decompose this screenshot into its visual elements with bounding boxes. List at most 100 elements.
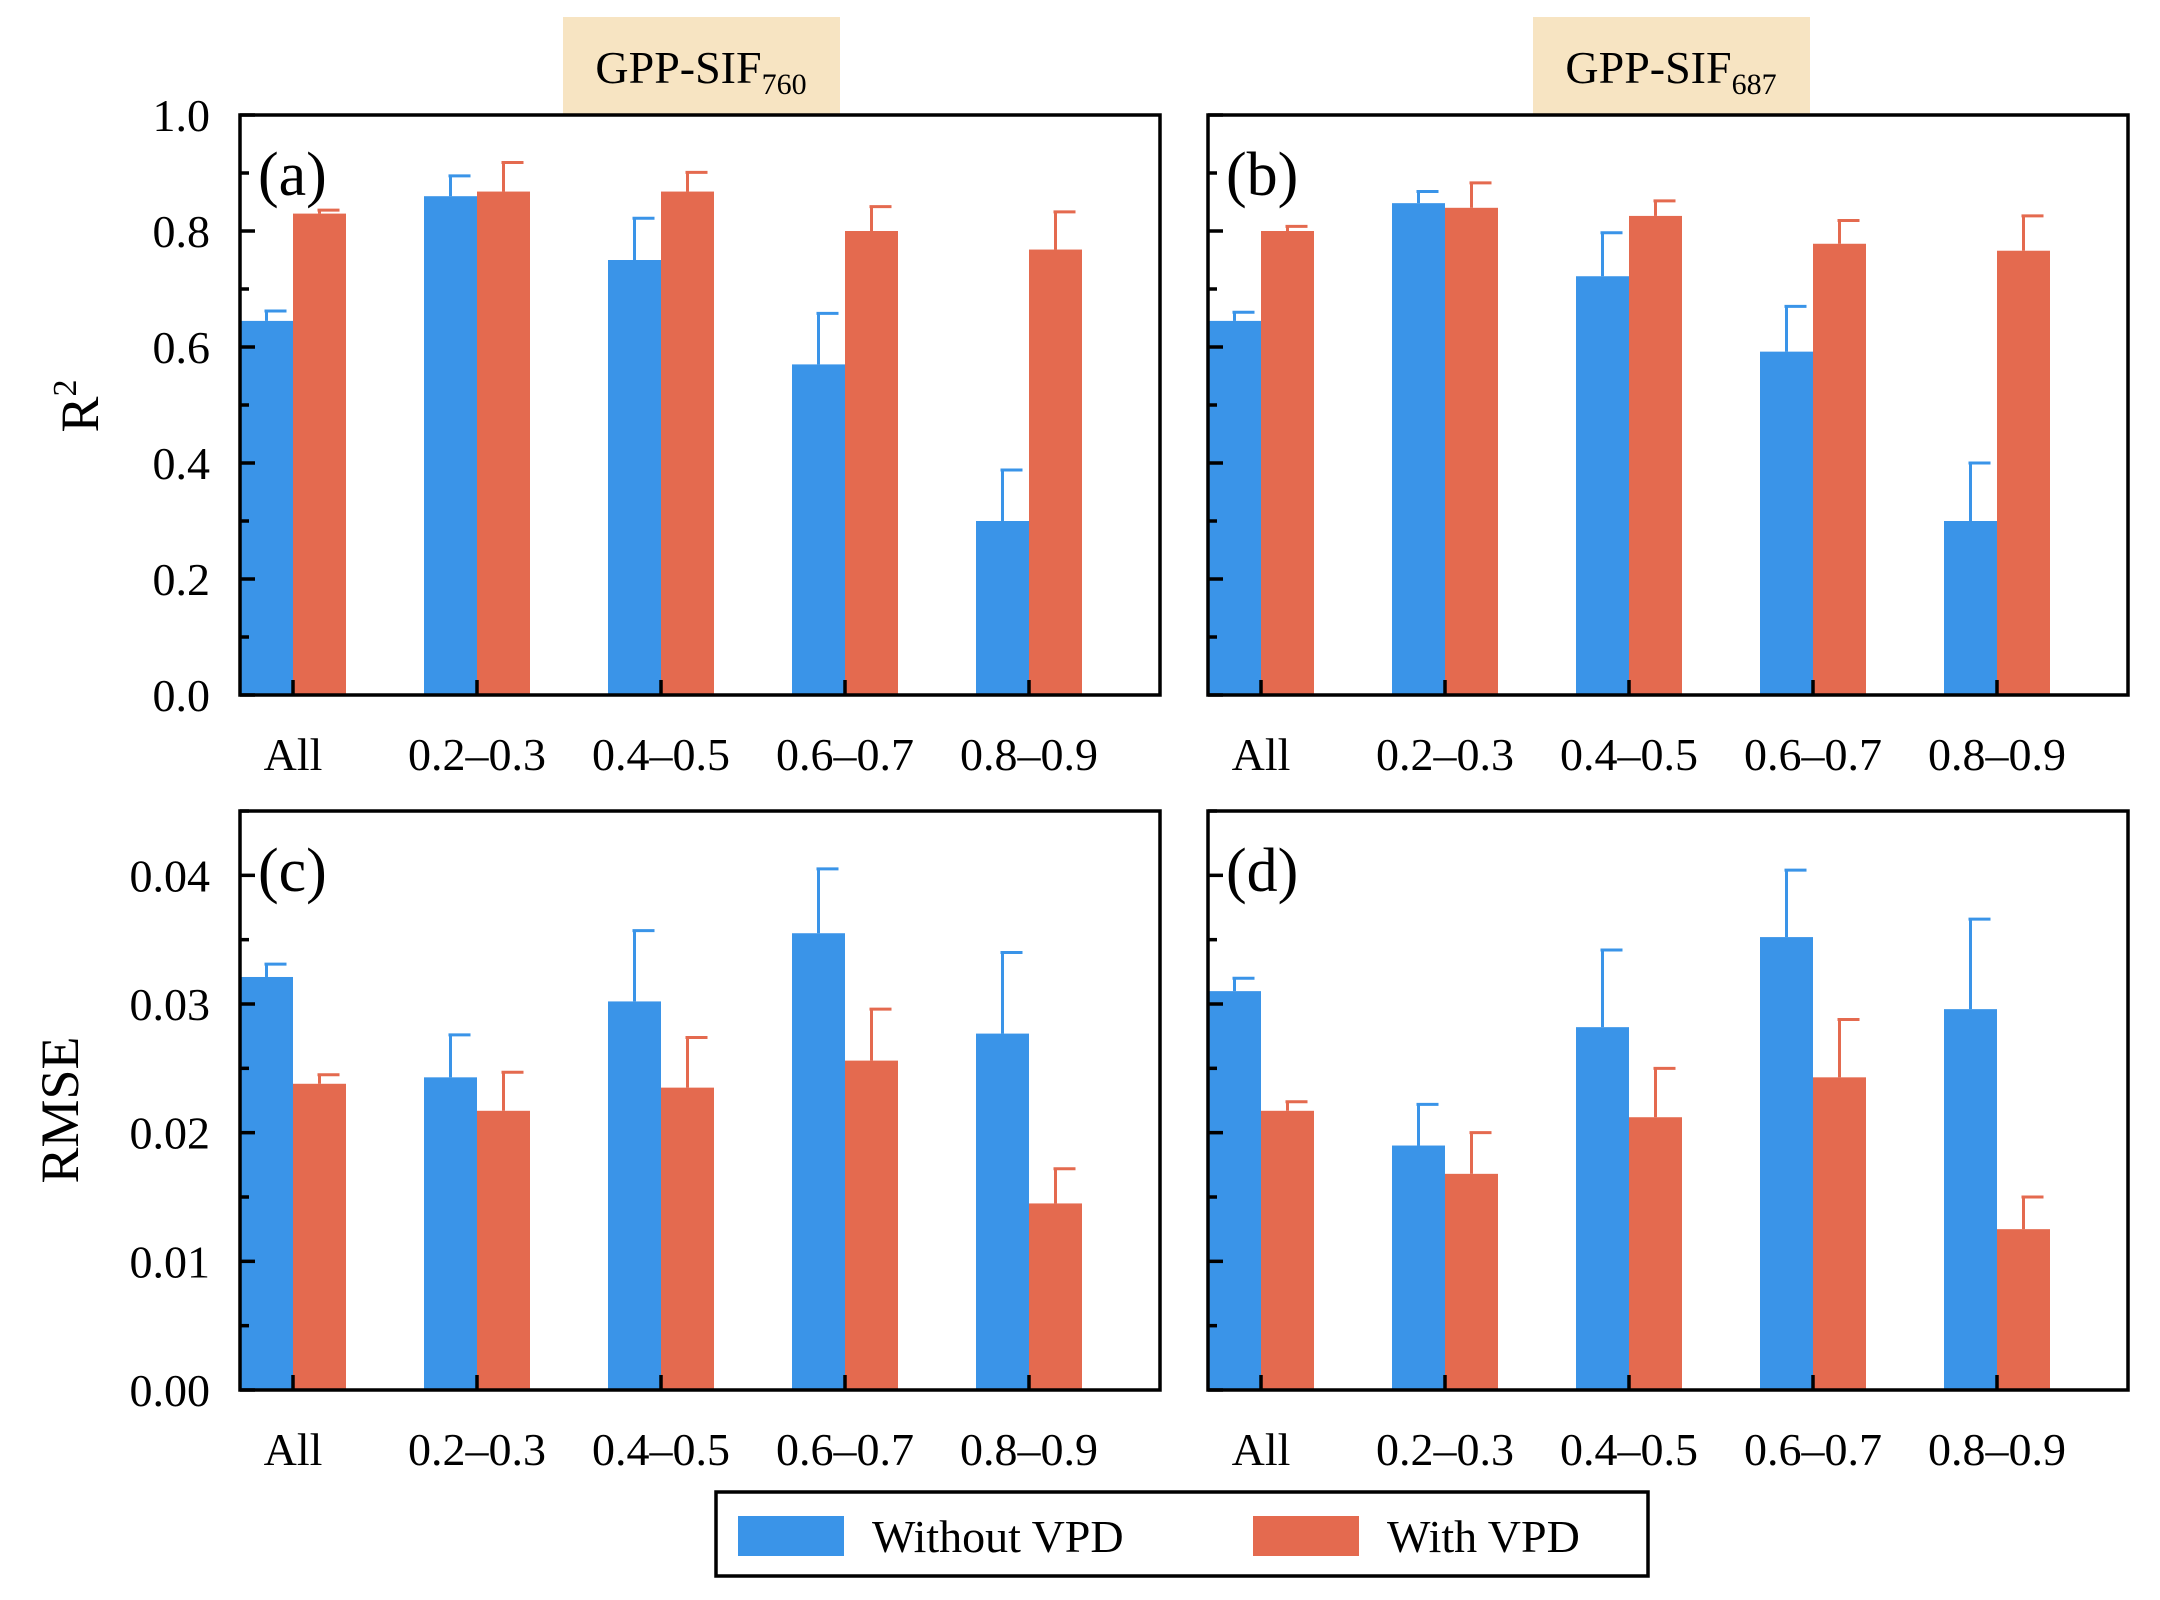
bar-without-vpd (976, 1033, 1029, 1390)
bar-without-vpd (608, 1001, 661, 1390)
error-bar (1000, 951, 1023, 1034)
error-bar (1968, 461, 1991, 521)
bar-without-vpd (976, 521, 1029, 695)
error-bar (1600, 231, 1623, 277)
bar-without-vpd (1760, 937, 1813, 1390)
bar-with-vpd (661, 1087, 714, 1390)
bar-with-vpd (1261, 231, 1314, 695)
error-bar (632, 929, 655, 1002)
legend: Without VPD With VPD (714, 1490, 1650, 1578)
x-tick-label: 0.2–0.3 (1376, 1424, 1514, 1475)
bar-with-vpd (1029, 249, 1082, 695)
bar-without-vpd (1576, 1027, 1629, 1390)
column-title-right: GPP-SIF687 (1533, 17, 1810, 116)
bar-without-vpd (1392, 203, 1445, 695)
error-bar (1469, 1131, 1492, 1174)
bar-with-vpd (1629, 1117, 1682, 1390)
bar-with-vpd (1997, 250, 2050, 695)
error-bar (632, 216, 655, 260)
panel-a: 0.0 0.2 0.4 0.6 0.8 1.0 All 0.2–0.3 0.4–0.5 0.6–0… (153, 90, 1162, 780)
bar-with-vpd (1997, 1229, 2050, 1390)
bar-with-vpd (293, 213, 346, 695)
y-tick-label: 0.01 (130, 1236, 211, 1287)
bar-with-vpd (845, 231, 898, 695)
panel-c: 0.00 0.01 0.02 0.03 0.04 All 0.2–0.3 0.4–0.5 0.6… (130, 809, 1162, 1475)
error-bar (1053, 210, 1076, 250)
axes-frame (238, 809, 1162, 1392)
legend-swatch-without-vpd (738, 1516, 844, 1556)
bar-without-vpd (1208, 991, 1261, 1390)
bar-without-vpd (1944, 1009, 1997, 1390)
error-bar (1232, 976, 1255, 992)
bar-with-vpd (1629, 215, 1682, 696)
x-tick-label: 0.6–0.7 (776, 729, 914, 780)
error-bar (1469, 181, 1492, 208)
error-bar (816, 311, 839, 365)
error-bar (1837, 219, 1860, 244)
x-tick-label: 0.6–0.7 (1744, 1424, 1882, 1475)
x-tick-label: 0.2–0.3 (408, 729, 546, 780)
y-axis-title-r2: R2 (47, 379, 110, 432)
bar-without-vpd (1944, 521, 1997, 695)
x-tick-label: 0.8–0.9 (960, 729, 1098, 780)
error-bar (1416, 190, 1439, 204)
x-tick-label: 0.2–0.3 (1376, 729, 1514, 780)
bar-without-vpd (608, 260, 661, 695)
column-title-left: GPP-SIF760 (563, 17, 840, 116)
bar-with-vpd (1261, 1110, 1314, 1390)
bar-with-vpd (477, 1110, 530, 1390)
x-tick-label: 0.4–0.5 (1560, 729, 1698, 780)
x-tick-label: 0.8–0.9 (960, 1424, 1098, 1475)
error-bar (264, 962, 287, 977)
bar-without-vpd (1392, 1145, 1445, 1390)
x-tick-label: All (1232, 729, 1291, 780)
panel-d: All 0.2–0.3 0.4–0.5 0.6–0.7 0.8–0.9 (d) (1206, 809, 2130, 1475)
bar-with-vpd (1813, 243, 1866, 695)
legend-frame (714, 1490, 1650, 1578)
y-tick-label: 0.03 (130, 979, 211, 1030)
error-bar (1968, 917, 1991, 1010)
error-bar (448, 174, 471, 197)
error-bar (317, 1073, 340, 1084)
error-bar (1232, 310, 1255, 321)
error-bar (869, 205, 892, 231)
bar-without-vpd (792, 364, 845, 695)
error-bar (1653, 199, 1676, 216)
bar-without-vpd (1576, 276, 1629, 695)
error-bar (448, 1033, 471, 1078)
panel-label: (a) (258, 141, 327, 209)
y-tick-label: 0.2 (153, 554, 211, 605)
bar-without-vpd (792, 933, 845, 1390)
error-bar (1653, 1066, 1676, 1118)
y-tick-label: 0.6 (153, 322, 211, 373)
panel-label: (d) (1226, 837, 1298, 905)
bar-with-vpd (1813, 1077, 1866, 1390)
axes-frame (1206, 809, 2130, 1392)
error-bar (264, 309, 287, 321)
y-tick-label: 0.8 (153, 206, 211, 257)
y-tick-label: 0.00 (130, 1365, 211, 1416)
bar-with-vpd (661, 191, 714, 695)
bar-without-vpd (1760, 351, 1813, 695)
y-tick-label: 0.4 (153, 438, 211, 489)
column-title-right-text: GPP-SIF687 (1565, 42, 1776, 101)
x-tick-label: 0.6–0.7 (1744, 729, 1882, 780)
column-title-left-box (563, 17, 840, 116)
legend-label-without-vpd: Without VPD (872, 1511, 1124, 1562)
error-bar (1784, 868, 1807, 938)
legend-swatch-with-vpd (1253, 1516, 1359, 1556)
x-tick-label: 0.4–0.5 (592, 729, 730, 780)
bar-without-vpd (240, 976, 293, 1390)
error-bar (501, 1070, 524, 1111)
x-tick-label: All (264, 1424, 323, 1475)
error-bar (501, 161, 524, 192)
x-tick-label: All (264, 729, 323, 780)
panel-label: (c) (258, 837, 327, 905)
bar-without-vpd (424, 1077, 477, 1390)
bar-with-vpd (1445, 207, 1498, 696)
x-tick-label: All (1232, 1424, 1291, 1475)
bar-with-vpd (477, 191, 530, 695)
x-tick-label: 0.4–0.5 (1560, 1424, 1698, 1475)
error-bar (1000, 468, 1023, 521)
